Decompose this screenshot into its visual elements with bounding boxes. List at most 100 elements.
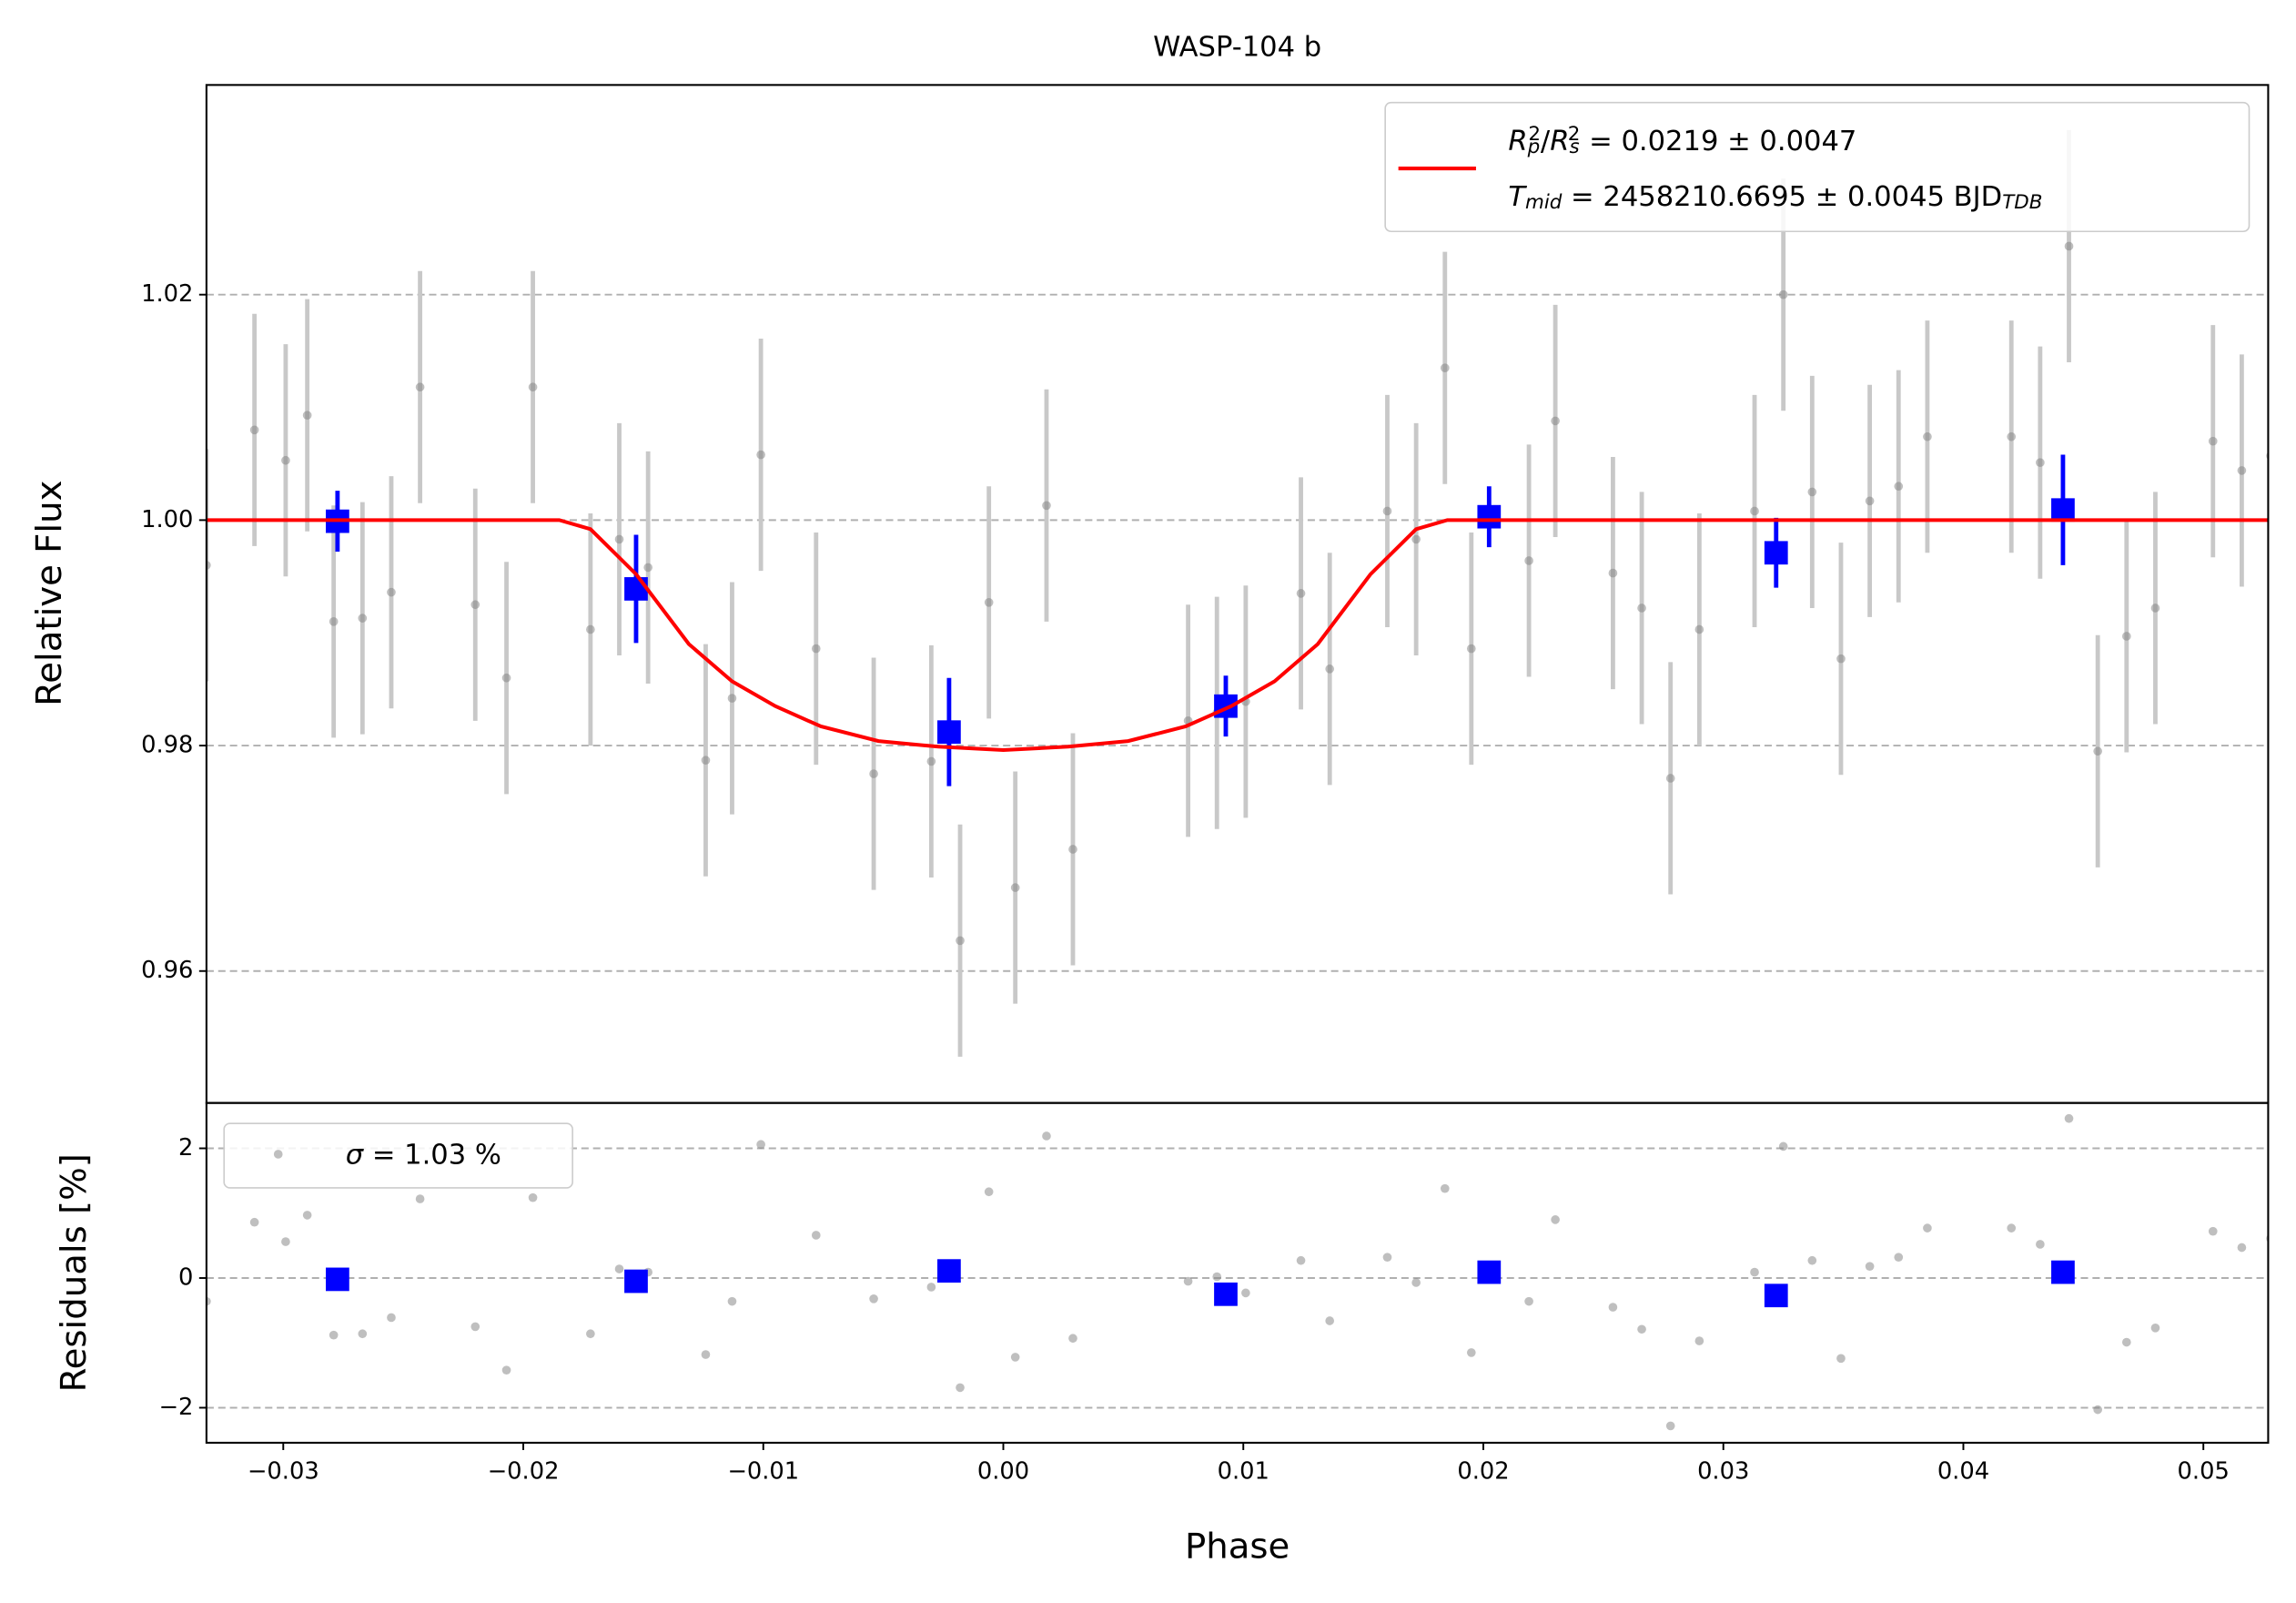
data-point [1068,845,1077,854]
data-point [1694,624,1704,634]
data-point [528,382,538,392]
data-point [470,1322,480,1332]
data-point [614,534,624,544]
legend-box [1384,101,2250,233]
data-point [756,450,765,460]
data-point [1183,1276,1193,1286]
y-tick-label: 1.00 [141,506,193,533]
legend-label: Rp2/Rs2 = 0.0219 ± 0.0047 [1508,123,1856,159]
y-tick-label: 1.02 [141,280,193,308]
x-tick-label: −0.01 [727,1458,799,1486]
data-point [206,561,211,570]
x-tick-label: 0.03 [1697,1458,1749,1486]
data-point [1068,1334,1077,1344]
binned-point [1764,541,1788,565]
data-point [1665,1421,1675,1431]
chart-title: WASP-104 b [1153,32,1321,64]
y-tick-label: 0 [178,1263,193,1291]
x-tick-label: −0.02 [488,1458,560,1486]
data-point [387,1313,396,1323]
data-point [2093,1405,2102,1415]
data-point [956,1383,965,1393]
data-point [1466,644,1476,654]
panel: −2 0 2 −0.03 −0.02 −0.01 0.00 0.01 0.02 0.03 0.04 0… [158,1101,2270,1486]
data-point [249,1217,259,1227]
legend-swatch [273,1150,283,1159]
data-point [1440,1183,1450,1193]
data-point [2093,746,2102,756]
data-point [984,597,994,607]
data-point [1466,1348,1476,1357]
legend-text-part: mid [1525,192,1563,215]
legend: σ = 1.03 % [223,1122,573,1189]
data-point [1807,487,1817,497]
data-point [501,1365,511,1375]
data-point [2064,241,2074,251]
legend-text-part: s [1569,136,1579,158]
data-point [2121,632,2131,641]
legend-label: Tmid = 2458210.6695 ± 0.0045 BJDTDB [1508,181,2042,215]
x-tick-label: 0.05 [2178,1458,2230,1486]
data-point [1750,1267,1759,1277]
y-tick-label: −2 [158,1394,193,1421]
data-point [470,600,480,610]
data-point [1923,431,1932,441]
model-line [206,518,2269,753]
data-point [1665,774,1675,783]
data-point [302,1211,312,1220]
data-point [1241,1288,1250,1298]
data-point [1325,1316,1335,1325]
legend-text-part: R [1550,126,1569,157]
plot-area [206,1113,2269,1431]
binned-point [1477,1260,1502,1284]
data-point [329,617,339,626]
data-point [329,1330,339,1340]
data-point [281,455,290,465]
legend-text-part: / [1541,126,1551,157]
legend-text-part: = 0.0219 ± 0.0047 [1580,126,1856,157]
y-axis-label: Residuals [%] [54,1153,95,1392]
data-point [2237,1243,2247,1253]
binned-point [2051,498,2075,522]
data-point [1608,1303,1618,1312]
data-point [1694,1336,1704,1345]
x-tick-label: 0.04 [1937,1458,1989,1486]
binned-point [937,1259,961,1283]
x-axis-label: Phase [1185,1526,1290,1567]
data-point [811,1231,821,1240]
data-point [249,425,259,435]
x-tick-label: 0.02 [1457,1458,1509,1486]
data-point [586,624,595,634]
y-axis-label: Relative Flux [29,481,70,706]
data-point [727,694,737,703]
data-point [2064,1113,2074,1123]
data-point [2007,1223,2017,1233]
y-tick-label: 0.96 [141,957,193,984]
data-point [281,1237,290,1246]
data-point [1382,506,1392,516]
legend-text-part: = 2458210.6695 ± 0.0045 BJD [1562,181,2002,213]
y-tick-label: 2 [178,1134,193,1162]
data-point [1524,556,1533,565]
data-point [387,587,396,597]
data-point [1042,501,1051,511]
x-tick-label: 0.01 [1218,1458,1269,1486]
data-point [1010,883,1020,892]
data-point [869,769,878,778]
data-point [2121,1337,2131,1347]
data-point [701,756,711,765]
data-point [643,563,652,573]
legend-text-part: p [1527,136,1541,158]
data-point [811,644,821,654]
legend-text-part: σ [346,1139,365,1171]
binned-point [1477,504,1502,529]
data-point [1750,506,1759,516]
plot-area [206,129,2269,1057]
x-tick-label: 0.00 [977,1458,1029,1486]
data-point [358,614,368,623]
data-point [1894,482,1904,492]
data-point [956,936,965,946]
